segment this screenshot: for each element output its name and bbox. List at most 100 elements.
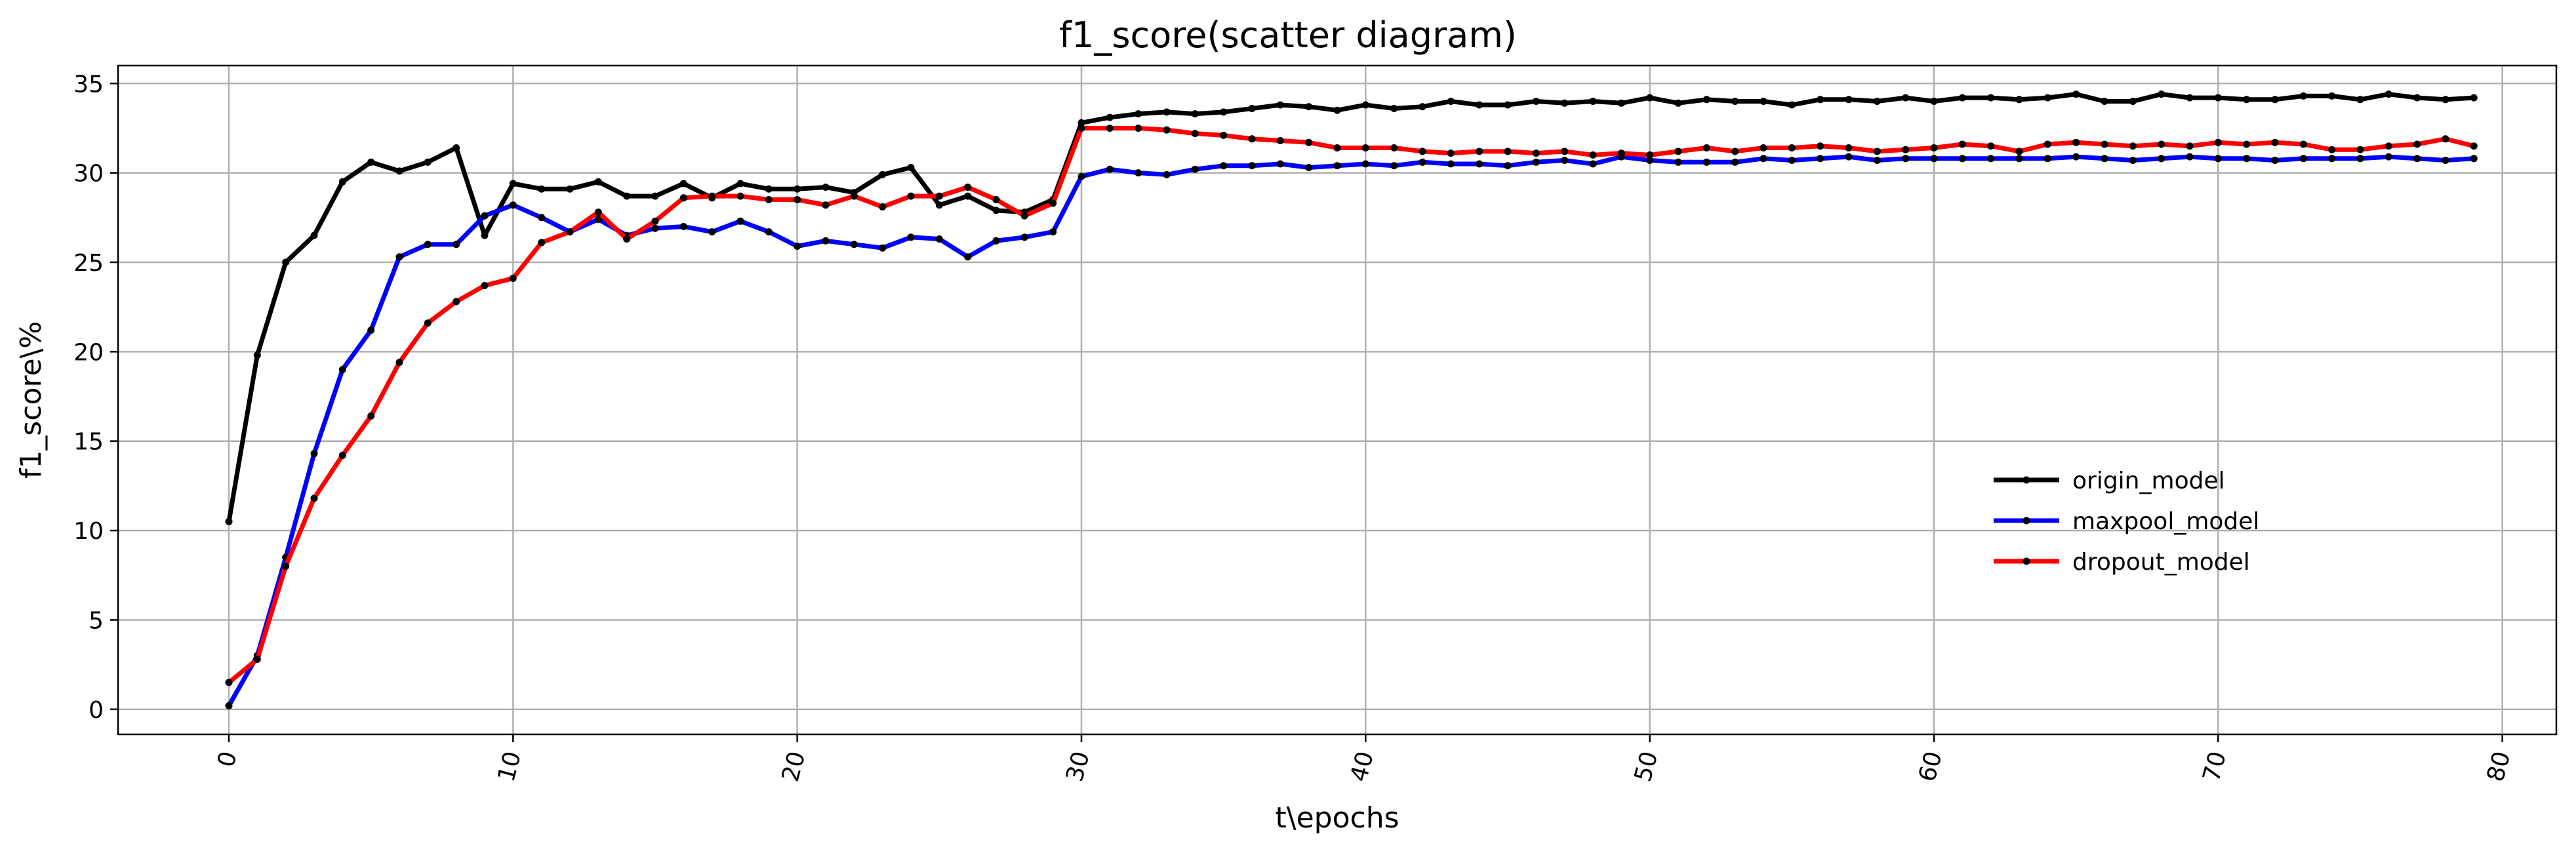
- data-point: [2243, 155, 2251, 163]
- data-point: [1020, 233, 1028, 241]
- data-point: [1476, 101, 1483, 109]
- data-point: [1532, 149, 1540, 157]
- data-point: [453, 241, 460, 249]
- data-point: [2186, 153, 2194, 161]
- data-point: [1987, 142, 1995, 150]
- data-point: [1390, 162, 1398, 170]
- data-point: [1532, 158, 1540, 166]
- legend: origin_model maxpool_model dropout_model: [1994, 467, 2259, 576]
- data-point: [1760, 155, 1767, 163]
- data-point: [1106, 113, 1114, 121]
- data-point: [367, 327, 375, 334]
- data-point: [623, 192, 631, 200]
- data-point: [225, 702, 233, 709]
- data-point: [2043, 94, 2051, 102]
- y-tick-label: 20: [73, 339, 104, 366]
- data-point: [2299, 155, 2307, 163]
- data-point: [679, 180, 687, 188]
- data-point: [2101, 140, 2108, 148]
- y-tick-label: 25: [73, 250, 104, 277]
- data-point: [907, 164, 915, 171]
- data-point: [1248, 105, 1256, 112]
- data-point: [1958, 140, 1966, 148]
- data-point: [338, 366, 346, 374]
- data-point: [1617, 149, 1625, 157]
- data-point: [1902, 146, 1910, 153]
- data-point: [1077, 172, 1085, 180]
- data-point: [1191, 130, 1199, 138]
- data-point: [1674, 158, 1682, 166]
- legend-label: dropout_model: [2072, 549, 2250, 576]
- data-point: [992, 237, 1000, 245]
- data-point: [935, 235, 943, 243]
- y-axis-label: f1_score\%: [14, 321, 48, 479]
- data-point: [765, 228, 773, 236]
- data-point: [794, 185, 801, 193]
- data-point: [481, 231, 489, 239]
- data-point: [2413, 94, 2421, 102]
- data-point: [2214, 138, 2222, 146]
- data-point: [1419, 158, 1426, 166]
- data-point: [594, 178, 602, 186]
- data-point: [1930, 155, 1938, 163]
- data-point: [879, 244, 887, 252]
- data-point: [2043, 155, 2051, 163]
- data-point: [1731, 158, 1739, 166]
- data-point: [736, 192, 744, 200]
- data-point: [794, 196, 801, 203]
- data-point: [765, 185, 773, 193]
- data-point: [225, 679, 233, 686]
- data-point: [481, 282, 489, 289]
- data-point: [1958, 94, 1966, 102]
- data-point: [2356, 155, 2364, 163]
- data-point: [992, 196, 1000, 203]
- data-point: [1873, 98, 1881, 105]
- data-point: [367, 158, 375, 166]
- legend-label: maxpool_model: [2072, 508, 2259, 535]
- data-point: [2271, 96, 2279, 104]
- data-point: [651, 224, 659, 232]
- data-point: [2214, 94, 2222, 102]
- data-point: [253, 351, 261, 359]
- data-point: [1902, 155, 1910, 163]
- data-point: [1674, 148, 1682, 155]
- data-point: [1958, 155, 1966, 163]
- data-point: [509, 180, 517, 188]
- data-point: [2158, 140, 2165, 148]
- data-point: [2129, 157, 2137, 164]
- data-point: [2299, 92, 2307, 100]
- data-point: [566, 228, 574, 236]
- data-point: [1361, 144, 1369, 151]
- data-point: [1220, 108, 1228, 116]
- data-point: [1049, 199, 1057, 207]
- data-point: [2072, 90, 2080, 98]
- data-point: [1930, 144, 1938, 151]
- data-point: [395, 359, 403, 367]
- data-point: [907, 233, 915, 241]
- data-point: [850, 241, 858, 249]
- data-point: [1135, 169, 1142, 177]
- data-point: [395, 167, 403, 175]
- data-point: [1106, 125, 1114, 132]
- data-point: [1504, 162, 1512, 170]
- data-point: [2470, 155, 2478, 163]
- data-point: [1702, 144, 1710, 151]
- data-point: [1987, 155, 1995, 163]
- data-point: [1276, 137, 1284, 144]
- data-point: [424, 241, 432, 249]
- data-point: [2043, 140, 2051, 148]
- legend-marker: [2023, 557, 2030, 565]
- data-point: [594, 216, 602, 223]
- data-point: [282, 258, 290, 266]
- data-point: [2186, 94, 2194, 102]
- data-point: [1504, 101, 1512, 109]
- data-point: [1419, 103, 1426, 111]
- data-point: [566, 185, 574, 193]
- data-point: [822, 237, 830, 245]
- data-point: [2328, 146, 2336, 153]
- data-point: [2214, 155, 2222, 163]
- data-point: [1248, 162, 1256, 170]
- series-line: [226, 154, 2476, 708]
- data-point: [453, 144, 460, 151]
- data-point: [1646, 151, 1654, 159]
